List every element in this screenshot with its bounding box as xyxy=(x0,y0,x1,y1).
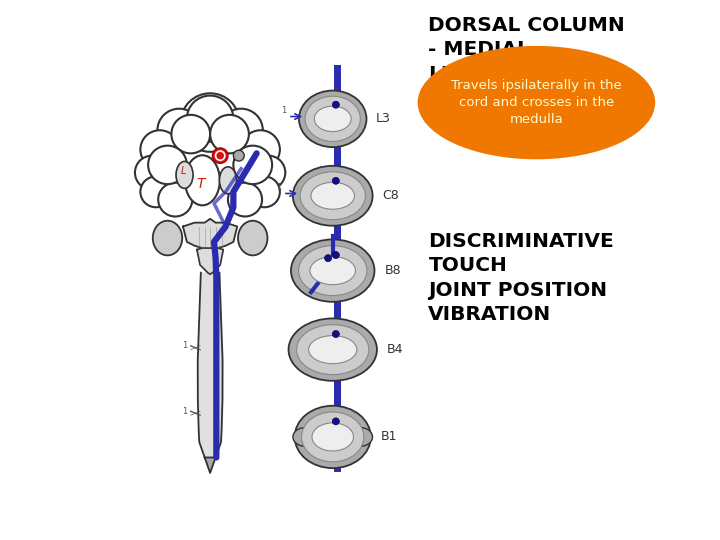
Ellipse shape xyxy=(348,428,372,446)
Circle shape xyxy=(135,156,169,190)
Circle shape xyxy=(325,255,332,261)
Text: 1: 1 xyxy=(282,106,287,114)
Ellipse shape xyxy=(299,246,367,295)
Polygon shape xyxy=(197,248,223,274)
Circle shape xyxy=(158,109,201,152)
Circle shape xyxy=(228,183,262,217)
Text: C8: C8 xyxy=(382,190,399,202)
Ellipse shape xyxy=(305,96,360,141)
Ellipse shape xyxy=(293,166,373,226)
Circle shape xyxy=(158,183,192,217)
Ellipse shape xyxy=(418,46,655,159)
Circle shape xyxy=(233,150,244,161)
Ellipse shape xyxy=(291,239,374,302)
Circle shape xyxy=(249,177,280,207)
Ellipse shape xyxy=(289,319,377,381)
Text: L: L xyxy=(180,166,186,176)
Text: T: T xyxy=(197,177,205,191)
Text: B1: B1 xyxy=(380,430,397,443)
Circle shape xyxy=(171,115,210,153)
Circle shape xyxy=(333,418,339,425)
Circle shape xyxy=(187,96,233,142)
Ellipse shape xyxy=(300,172,365,220)
Ellipse shape xyxy=(315,106,351,132)
Circle shape xyxy=(333,330,339,338)
Ellipse shape xyxy=(299,91,366,147)
Text: B8: B8 xyxy=(384,264,401,277)
Text: Travels ipsilaterally in the
cord and crosses in the
medulla: Travels ipsilaterally in the cord and cr… xyxy=(451,79,622,126)
Ellipse shape xyxy=(185,156,220,205)
Ellipse shape xyxy=(311,183,354,209)
Text: B4: B4 xyxy=(387,343,404,356)
Circle shape xyxy=(148,146,187,184)
Polygon shape xyxy=(204,457,215,473)
Text: DORSAL COLUMN
- MEDIAL
LEMNISCUS
PATHWAY :: DORSAL COLUMN - MEDIAL LEMNISCUS PATHWAY… xyxy=(428,16,625,108)
Ellipse shape xyxy=(302,412,364,462)
Ellipse shape xyxy=(176,161,193,188)
Ellipse shape xyxy=(309,335,357,363)
Circle shape xyxy=(241,130,280,168)
Ellipse shape xyxy=(294,406,371,468)
Circle shape xyxy=(333,102,339,108)
Ellipse shape xyxy=(310,256,356,285)
Circle shape xyxy=(251,156,285,190)
Text: 1: 1 xyxy=(276,183,282,192)
Ellipse shape xyxy=(297,325,369,375)
Ellipse shape xyxy=(238,221,267,255)
Text: DISCRIMINATIVE
TOUCH
JOINT POSITION
VIBRATION: DISCRIMINATIVE TOUCH JOINT POSITION VIBR… xyxy=(428,232,614,324)
Ellipse shape xyxy=(312,423,354,451)
Text: L3: L3 xyxy=(376,112,391,125)
Circle shape xyxy=(210,115,249,153)
Circle shape xyxy=(220,109,263,152)
Ellipse shape xyxy=(220,167,236,194)
Circle shape xyxy=(140,130,179,168)
Text: 1: 1 xyxy=(181,407,187,416)
Circle shape xyxy=(333,177,339,184)
Ellipse shape xyxy=(153,221,182,255)
Ellipse shape xyxy=(293,428,318,446)
Circle shape xyxy=(333,252,339,259)
Circle shape xyxy=(212,148,228,164)
Circle shape xyxy=(140,177,171,207)
Circle shape xyxy=(233,146,272,184)
Circle shape xyxy=(181,93,240,152)
Polygon shape xyxy=(183,219,238,249)
Text: 1: 1 xyxy=(181,341,187,350)
